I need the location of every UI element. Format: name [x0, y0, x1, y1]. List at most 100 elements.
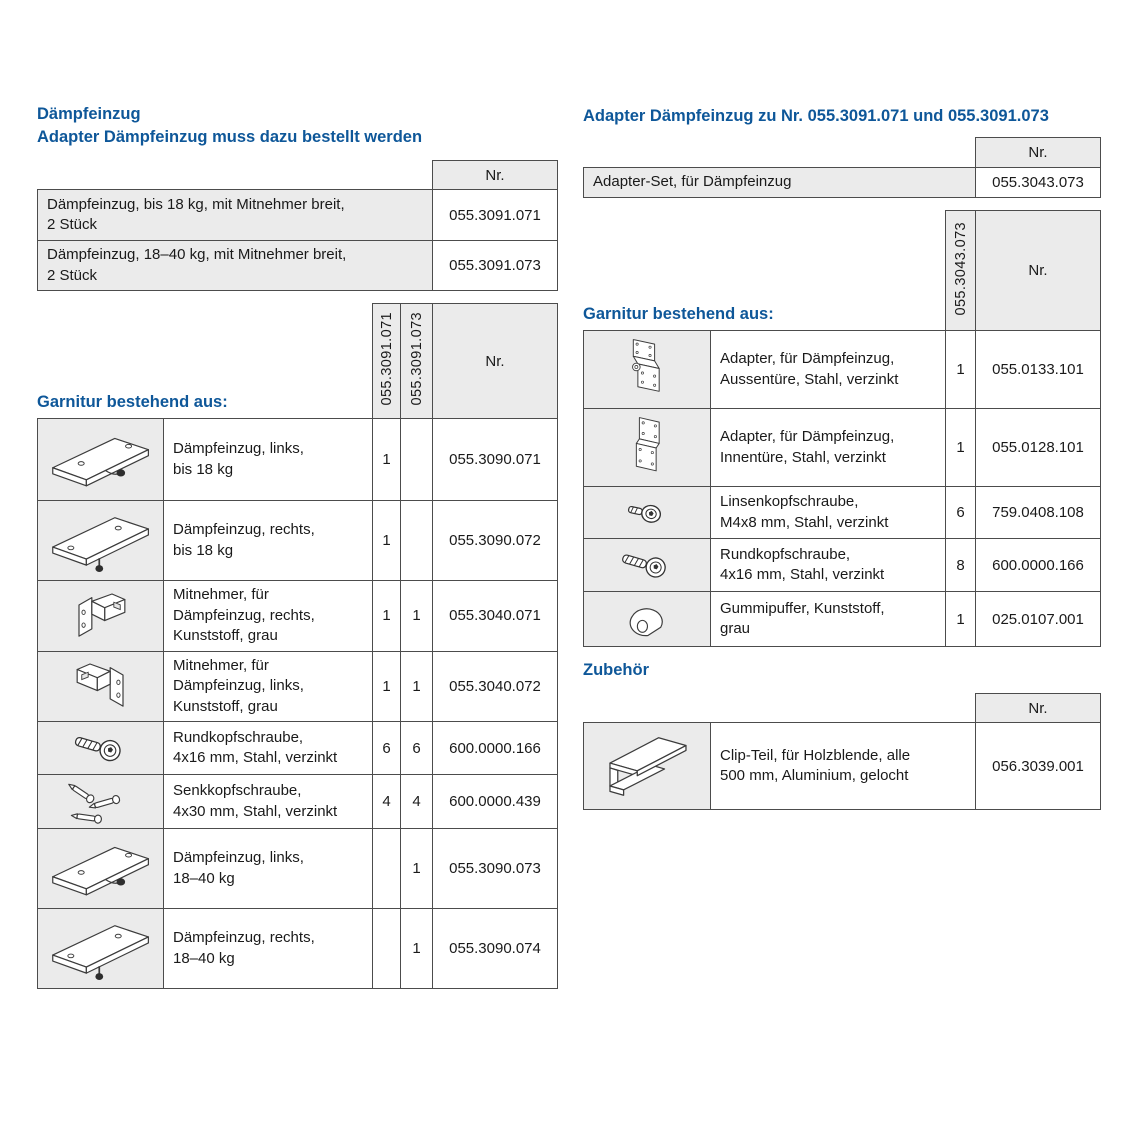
qty-073 [400, 500, 433, 581]
nr-column-header: Nr. [975, 137, 1101, 168]
table-row: Clip-Teil, für Holzblende, alle 500 mm, … [583, 722, 1101, 810]
part-image-cell [37, 828, 164, 909]
qty-column-header-3043: 055.3043.073 [945, 210, 976, 331]
table-row: Linsenkopfschraube, M4x8 mm, Stahl, verz… [583, 486, 1101, 539]
part-number: 055.3090.074 [432, 908, 558, 989]
right-order-table: Nr. Adapter-Set, für Dämpfeinzug 055.304… [583, 137, 1101, 198]
part-number: 055.3043.073 [975, 167, 1101, 198]
part-description: Gummipuffer, Kunststoff, grau [710, 591, 946, 647]
qty-071: 4 [372, 774, 401, 829]
table-row: Dämpfeinzug, 18–40 kg, mit Mitnehmer bre… [37, 240, 558, 291]
table-row: Mitnehmer, für Dämpfeinzug, links, Kunst… [37, 650, 558, 722]
left-title-line2: Adapter Dämpfeinzug muss dazu bestellt w… [37, 128, 423, 146]
part-description: Dämpfeinzug, 18–40 kg, mit Mitnehmer bre… [37, 240, 433, 291]
part-image-cell [583, 538, 711, 592]
part-number: 055.3090.071 [432, 418, 558, 501]
part-description: Dämpfeinzug, links, bis 18 kg [163, 418, 373, 501]
table-row: Senkkopfschraube, 4x30 mm, Stahl, verzin… [37, 774, 558, 829]
adapter-outer-door-icon [632, 338, 660, 392]
part-number: 759.0408.108 [975, 486, 1101, 539]
nr-column-header: Nr. [975, 693, 1101, 723]
zubehoer-table: Nr. Clip-Teil, für Holzblende, alle 500 … [583, 693, 1101, 810]
rubber-buffer-icon [629, 608, 663, 637]
roundhead-screw-icon [622, 554, 666, 578]
part-number: 055.3091.073 [432, 240, 558, 291]
spacer-cell [38, 161, 433, 190]
table-row: Rundkopfschraube, 4x16 mm, Stahl, verzin… [37, 721, 558, 775]
damper-left-icon [51, 437, 149, 486]
qty-073: 6 [400, 721, 433, 775]
table-row: Adapter-Set, für Dämpfeinzug 055.3043.07… [583, 167, 1101, 198]
qty-071: 1 [372, 418, 401, 501]
part-description: Dämpfeinzug, rechts, 18–40 kg [163, 908, 373, 989]
spacer-cell [584, 211, 946, 331]
qty-071: 1 [372, 580, 401, 652]
part-number: 056.3039.001 [975, 722, 1101, 810]
qty-3043: 1 [945, 408, 976, 487]
qty-073: 1 [400, 828, 433, 909]
zubehoer-heading: Zubehör [583, 661, 649, 679]
part-image-cell [583, 486, 711, 539]
table-row: Dämpfeinzug, rechts, 18–40 kg 1 055.3090… [37, 908, 558, 989]
part-description: Clip-Teil, für Holzblende, alle 500 mm, … [710, 722, 976, 810]
table-row: Mitnehmer, für Dämpfeinzug, rechts, Kuns… [37, 580, 558, 652]
part-description: Adapter, für Dämpfeinzug, Aussentüre, St… [710, 330, 946, 409]
part-image-cell [37, 721, 164, 775]
countersunk-screws-icon [67, 783, 120, 824]
part-image-cell [37, 908, 164, 989]
part-number: 055.3090.072 [432, 500, 558, 581]
part-description: Adapter-Set, für Dämpfeinzug [583, 167, 976, 198]
qty-3043: 8 [945, 538, 976, 592]
part-description: Dämpfeinzug, bis 18 kg, mit Mitnehmer br… [37, 189, 433, 241]
part-number: 055.3090.073 [432, 828, 558, 909]
qty-071 [372, 908, 401, 989]
part-number: 600.0000.166 [975, 538, 1101, 592]
part-image-cell [583, 722, 711, 810]
part-number: 600.0000.439 [432, 774, 558, 829]
table-row: Adapter, für Dämpfeinzug, Aussentüre, St… [583, 330, 1101, 409]
table-row: Dämpfeinzug, links, bis 18 kg 1 055.3090… [37, 418, 558, 501]
part-image-cell [583, 591, 711, 647]
nr-column-header: Nr. [975, 210, 1101, 331]
part-number: 055.0133.101 [975, 330, 1101, 409]
right-garnitur-heading: Garnitur bestehend aus: [583, 305, 774, 323]
damper-left-icon [51, 846, 149, 895]
part-image-cell [37, 418, 164, 501]
part-description: Rundkopfschraube, 4x16 mm, Stahl, verzin… [710, 538, 946, 592]
qty-073 [400, 418, 433, 501]
damper-right-icon [51, 516, 149, 572]
part-description: Dämpfeinzug, links, 18–40 kg [163, 828, 373, 909]
qty-column-header-073: 055.3091.073 [400, 303, 433, 419]
part-description: Dämpfeinzug, rechts, bis 18 kg [163, 500, 373, 581]
part-description: Linsenkopfschraube, M4x8 mm, Stahl, verz… [710, 486, 946, 539]
mitnehmer-left-icon [76, 663, 124, 708]
part-number: 055.3040.071 [432, 580, 558, 652]
part-number: 025.0107.001 [975, 591, 1101, 647]
left-title-line1: Dämpfeinzug [37, 105, 141, 123]
table-row: Dämpfeinzug, rechts, bis 18 kg 1 055.309… [37, 500, 558, 581]
part-description: Mitnehmer, für Dämpfeinzug, rechts, Kuns… [163, 580, 373, 652]
qty-073: 4 [400, 774, 433, 829]
left-order-table: Nr. Dämpfeinzug, bis 18 kg, mit Mitnehme… [37, 160, 558, 291]
part-description: Mitnehmer, für Dämpfeinzug, links, Kunst… [163, 650, 373, 722]
lenshead-screw-icon [627, 504, 662, 523]
table-row: Gummipuffer, Kunststoff, grau 1 025.0107… [583, 591, 1101, 647]
part-image-cell [583, 330, 711, 409]
part-description: Adapter, für Dämpfeinzug, Innentüre, Sta… [710, 408, 946, 487]
spacer-cell [584, 694, 976, 723]
qty-071 [372, 828, 401, 909]
right-section-title: Adapter Dämpfeinzug zu Nr. 055.3091.071 … [583, 107, 1049, 125]
qty-3043: 1 [945, 591, 976, 647]
part-description: Senkkopfschraube, 4x30 mm, Stahl, verzin… [163, 774, 373, 829]
qty-073: 1 [400, 908, 433, 989]
part-image-cell [37, 650, 164, 722]
table-row: Dämpfeinzug, links, 18–40 kg 1 055.3090.… [37, 828, 558, 909]
table-row: Adapter, für Dämpfeinzug, Innentüre, Sta… [583, 408, 1101, 487]
spacer-cell [38, 304, 373, 419]
right-garnitur-table: 055.3043.073 Nr. [583, 210, 1101, 647]
part-number: 055.3040.072 [432, 650, 558, 722]
qty-071: 1 [372, 500, 401, 581]
qty-3043: 6 [945, 486, 976, 539]
damper-right-icon [51, 924, 149, 980]
